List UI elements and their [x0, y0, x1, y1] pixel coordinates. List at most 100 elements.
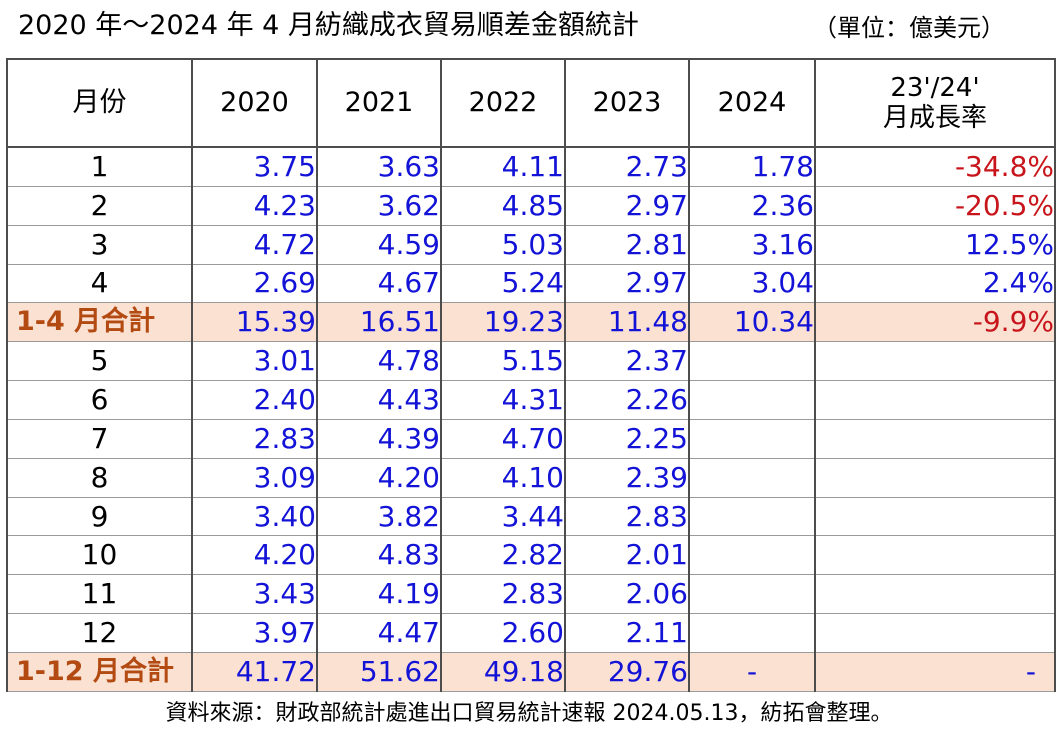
- value-cell-2023: 2.97: [564, 263, 690, 304]
- value-cell-2024: [688, 380, 816, 420]
- growth-cell: [814, 613, 1056, 653]
- value-cell-2024: 1.78: [688, 146, 816, 187]
- header-2022: 2022: [440, 58, 566, 148]
- value-cell-2024: 3.16: [688, 224, 816, 265]
- value-cell-2020: 2.40: [191, 380, 318, 420]
- growth-cell: [814, 457, 1056, 498]
- value-cell-2021: 3.62: [316, 185, 442, 226]
- table-row: 5 3.01 4.78 5.15 2.37: [6, 341, 1056, 382]
- table-row: 10 4.20 4.83 2.82 2.01: [6, 535, 1056, 576]
- growth-cell: [814, 574, 1056, 615]
- value-cell-2020: 3.43: [191, 574, 318, 615]
- value-cell-2024: [688, 457, 816, 498]
- growth-cell: -34.8%: [814, 146, 1056, 187]
- value-cell-2024: [688, 341, 816, 382]
- value-cell-2020: 4.20: [191, 535, 318, 576]
- value-cell-2022: 4.31: [440, 380, 566, 420]
- growth-cell: [814, 341, 1056, 382]
- value-cell-2023: 2.81: [564, 224, 690, 265]
- table-row: 11 3.43 4.19 2.83 2.06: [6, 574, 1056, 615]
- value-cell-2023: 11.48: [564, 302, 690, 343]
- month-cell: 9: [6, 496, 193, 537]
- value-cell-2024: 10.34: [688, 302, 816, 343]
- growth-cell: 12.5%: [814, 224, 1056, 265]
- header-growth-line1: 23'/24': [890, 73, 980, 103]
- table-row: 6 2.40 4.43 4.31 2.26: [6, 380, 1056, 420]
- value-cell-2021: 4.83: [316, 535, 442, 576]
- value-cell-2023: 2.26: [564, 380, 690, 420]
- month-cell: 10: [6, 535, 193, 576]
- table-body: 1 3.75 3.63 4.11 2.73 1.78 -34.8% 2 4.23 3.62 4.85…: [6, 146, 1056, 693]
- value-cell-2022: 4.70: [440, 418, 566, 459]
- value-cell-2021: 4.78: [316, 341, 442, 382]
- growth-cell: [814, 418, 1056, 459]
- value-cell-2024: [688, 418, 816, 459]
- value-cell-2020: 3.09: [191, 457, 318, 498]
- value-cell-2021: 4.19: [316, 574, 442, 615]
- value-cell-2020: 4.23: [191, 185, 318, 226]
- growth-cell: [814, 496, 1056, 537]
- value-cell-2024: -: [688, 651, 816, 693]
- source-note: 資料來源：財政部統計處進出口貿易統計速報 2024.05.13，紡拓會整理。: [165, 701, 893, 726]
- header-2023: 2023: [564, 58, 690, 148]
- value-cell-2022: 2.83: [440, 574, 566, 615]
- month-cell: 1-12 月合計: [6, 651, 193, 693]
- header-growth-line2: 月成長率: [882, 103, 987, 133]
- month-cell: 7: [6, 418, 193, 459]
- value-cell-2020: 2.83: [191, 418, 318, 459]
- value-cell-2021: 51.62: [316, 651, 442, 693]
- total-row: 1-4 月合計 15.39 16.51 19.23 11.48 10.34 -9.9%: [6, 302, 1056, 343]
- value-cell-2022: 5.15: [440, 341, 566, 382]
- value-cell-2021: 4.59: [316, 224, 442, 265]
- value-cell-2023: 2.06: [564, 574, 690, 615]
- value-cell-2021: 4.39: [316, 418, 442, 459]
- value-cell-2022: 5.24: [440, 263, 566, 304]
- month-cell: 4: [6, 263, 193, 304]
- month-cell: 2: [6, 185, 193, 226]
- value-cell-2022: 5.03: [440, 224, 566, 265]
- value-cell-2024: [688, 496, 816, 537]
- header-month: 月份: [6, 58, 193, 148]
- value-cell-2023: 2.39: [564, 457, 690, 498]
- month-cell: 6: [6, 380, 193, 420]
- value-cell-2020: 4.72: [191, 224, 318, 265]
- value-cell-2024: 2.36: [688, 185, 816, 226]
- value-cell-2023: 2.97: [564, 185, 690, 226]
- table-row: 1 3.75 3.63 4.11 2.73 1.78 -34.8%: [6, 146, 1056, 187]
- value-cell-2023: 29.76: [564, 651, 690, 693]
- value-cell-2022: 2.82: [440, 535, 566, 576]
- value-cell-2020: 15.39: [191, 302, 318, 343]
- value-cell-2022: 4.10: [440, 457, 566, 498]
- value-cell-2021: 3.63: [316, 146, 442, 187]
- title-row: 2020 年～2024 年 4 月紡織成衣貿易順差金額統計 （單位：億美元）: [0, 0, 1058, 58]
- month-cell: 3: [6, 224, 193, 265]
- value-cell-2020: 3.97: [191, 613, 318, 653]
- value-cell-2020: 3.01: [191, 341, 318, 382]
- value-cell-2022: 49.18: [440, 651, 566, 693]
- unit-label: （單位：億美元）: [813, 14, 1005, 42]
- month-cell: 1-4 月合計: [6, 302, 193, 343]
- growth-cell: -9.9%: [814, 302, 1056, 343]
- total-row: 1-12 月合計 41.72 51.62 49.18 29.76- -: [6, 651, 1056, 693]
- value-cell-2021: 4.67: [316, 263, 442, 304]
- value-cell-2024: [688, 574, 816, 615]
- value-cell-2021: 4.20: [316, 457, 442, 498]
- value-cell-2024: [688, 613, 816, 653]
- page-title: 2020 年～2024 年 4 月紡織成衣貿易順差金額統計: [18, 10, 639, 41]
- growth-cell: [814, 380, 1056, 420]
- value-cell-2020: 3.75: [191, 146, 318, 187]
- header-2024: 2024: [688, 58, 816, 148]
- value-cell-2023: 2.37: [564, 341, 690, 382]
- value-cell-2024: [688, 535, 816, 576]
- trade-surplus-table: 月份 2020 2021 2022 2023 2024 23'/24' 月成長率…: [6, 58, 1056, 693]
- value-cell-2021: 16.51: [316, 302, 442, 343]
- header-2020: 2020: [191, 58, 318, 148]
- growth-cell: -20.5%: [814, 185, 1056, 226]
- value-cell-2020: 3.40: [191, 496, 318, 537]
- month-cell: 5: [6, 341, 193, 382]
- value-cell-2023: 2.11: [564, 613, 690, 653]
- table-row: 12 3.97 4.47 2.60 2.11: [6, 613, 1056, 653]
- growth-cell: -: [814, 651, 1056, 693]
- value-cell-2023: 2.83: [564, 496, 690, 537]
- table-row: 2 4.23 3.62 4.85 2.97 2.36 -20.5%: [6, 185, 1056, 226]
